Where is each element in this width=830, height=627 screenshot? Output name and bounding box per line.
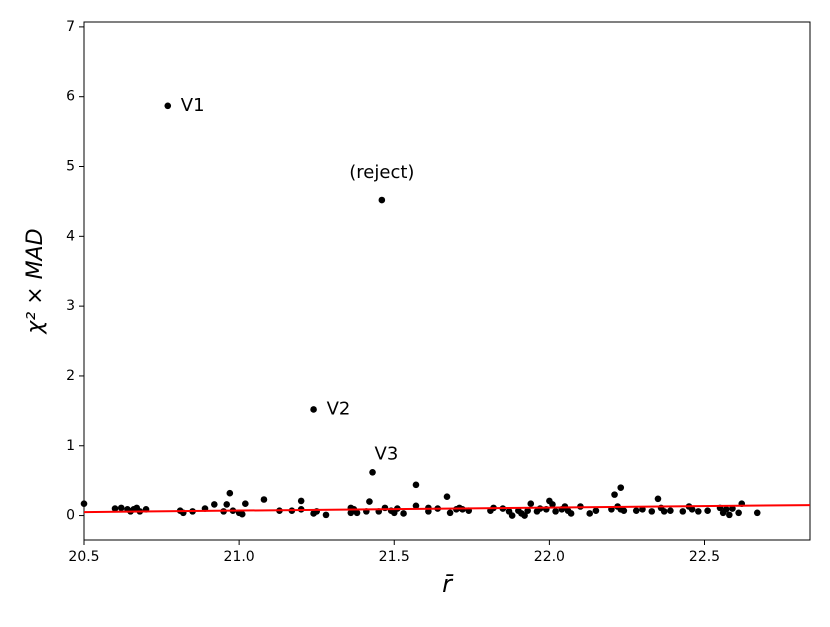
- point: [729, 505, 736, 512]
- point: [722, 505, 730, 513]
- point: [508, 512, 516, 519]
- point: [226, 489, 234, 497]
- point: [688, 505, 696, 513]
- annotation: V2: [327, 398, 351, 419]
- point: [242, 500, 249, 507]
- x-tick-label: 21.0: [224, 549, 255, 565]
- y-tick-label: 5: [66, 159, 75, 175]
- point: [648, 508, 656, 515]
- point: [412, 481, 420, 489]
- point: [297, 497, 305, 505]
- point: [654, 495, 662, 503]
- fit-line: [83, 504, 811, 514]
- point: [80, 500, 88, 507]
- point: [679, 508, 687, 515]
- annotated-point: [164, 102, 172, 110]
- point: [260, 496, 268, 503]
- y-tick-label: 7: [66, 19, 75, 35]
- point: [549, 501, 556, 508]
- plot-frame: [83, 21, 811, 541]
- point: [567, 510, 575, 517]
- point: [524, 507, 531, 514]
- point: [695, 508, 702, 515]
- annotated-point: [378, 196, 386, 204]
- point: [620, 507, 628, 514]
- point: [211, 501, 218, 508]
- annotation: V3: [375, 443, 399, 464]
- annotated-point: [310, 406, 317, 413]
- point: [223, 501, 231, 508]
- point: [611, 491, 618, 498]
- annotated-point: [369, 468, 376, 476]
- point: [735, 509, 742, 517]
- x-tick-label: 21.5: [379, 549, 410, 565]
- point: [660, 508, 668, 515]
- point: [753, 509, 761, 517]
- point: [366, 498, 373, 505]
- point: [667, 507, 674, 514]
- x-tick-label: 20.5: [68, 549, 99, 565]
- y-tick-label: 3: [66, 298, 75, 314]
- x-tick-label: 22.0: [534, 549, 565, 565]
- y-tick-label: 1: [66, 438, 75, 454]
- point: [238, 510, 246, 518]
- point: [353, 509, 361, 517]
- point: [726, 511, 733, 519]
- y-tick-label: 0: [66, 508, 75, 524]
- point: [443, 493, 451, 501]
- point: [322, 511, 330, 519]
- point: [111, 505, 119, 512]
- point: [552, 508, 559, 515]
- x-tick-label: 22.5: [689, 549, 720, 565]
- y-tick-label: 2: [66, 368, 75, 384]
- point: [446, 509, 454, 517]
- y-tick-label: 6: [66, 89, 75, 105]
- point: [592, 507, 600, 514]
- point: [521, 512, 528, 519]
- point: [704, 507, 711, 514]
- x-axis-label: r̄: [442, 570, 454, 598]
- annotation: V1: [181, 95, 205, 116]
- point: [412, 502, 420, 510]
- y-axis-label: χ² × MAD: [23, 228, 48, 334]
- annotation: (reject): [349, 162, 414, 183]
- point: [117, 504, 125, 512]
- point: [632, 507, 640, 514]
- point: [527, 500, 535, 507]
- point: [586, 510, 594, 517]
- point: [617, 484, 625, 491]
- y-tick-label: 4: [66, 228, 75, 244]
- point: [400, 510, 407, 517]
